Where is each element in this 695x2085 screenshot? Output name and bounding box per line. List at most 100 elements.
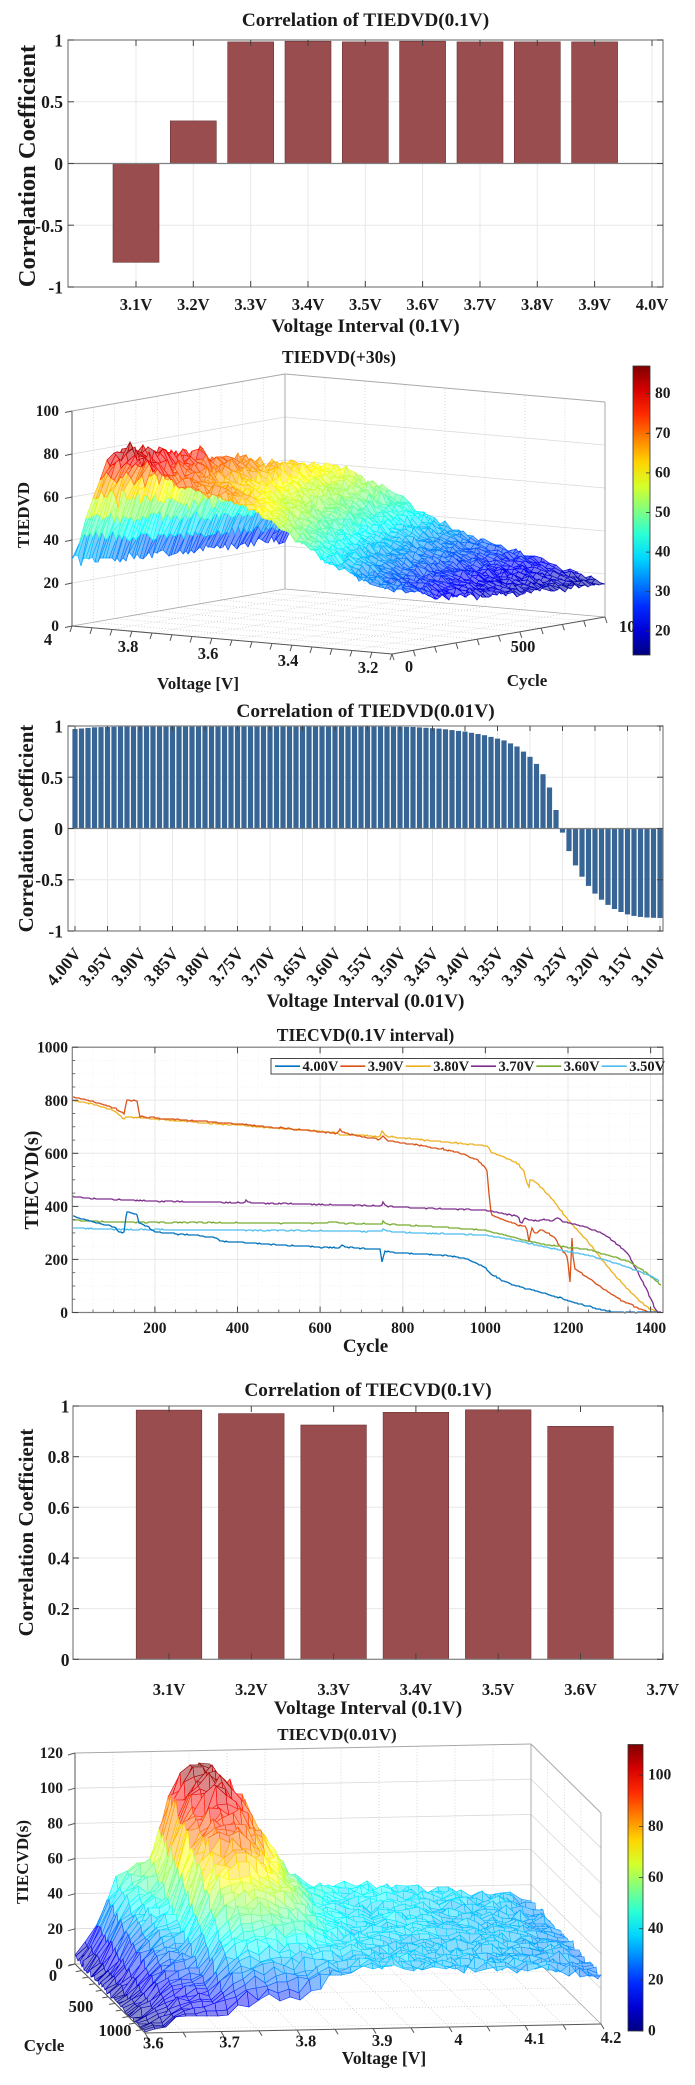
svg-text:3.6V: 3.6V <box>564 1680 597 1699</box>
svg-text:60: 60 <box>648 1869 664 1886</box>
svg-text:-0.5: -0.5 <box>35 216 63 236</box>
svg-text:40: 40 <box>48 1886 64 1903</box>
svg-text:3.4V: 3.4V <box>400 1680 433 1699</box>
svg-text:3.5V: 3.5V <box>349 295 382 314</box>
svg-text:60: 60 <box>655 464 671 481</box>
svg-text:-0.5: -0.5 <box>35 870 63 890</box>
svg-text:Voltage [V]: Voltage [V] <box>342 2048 426 2068</box>
svg-text:0.8: 0.8 <box>48 1447 70 1467</box>
svg-text:TIECVD(s): TIECVD(s) <box>13 1820 32 1904</box>
svg-text:70: 70 <box>655 425 671 442</box>
svg-text:Correlation of TIECVD(0.1V): Correlation of TIECVD(0.1V) <box>244 1380 491 1401</box>
svg-text:Cycle: Cycle <box>24 2036 65 2055</box>
svg-text:3.4: 3.4 <box>278 651 299 670</box>
svg-text:120: 120 <box>40 1745 64 1762</box>
svg-text:3.2V: 3.2V <box>177 295 210 314</box>
svg-text:3.1V: 3.1V <box>120 295 153 314</box>
svg-text:0: 0 <box>60 1305 68 1322</box>
svg-text:0: 0 <box>51 618 59 635</box>
svg-text:3.2: 3.2 <box>358 658 379 677</box>
svg-text:TIECVD(0.01V): TIECVD(0.01V) <box>277 1725 396 1744</box>
svg-text:4.00V: 4.00V <box>303 1059 339 1075</box>
svg-text:60: 60 <box>48 1851 64 1868</box>
svg-text:100: 100 <box>36 403 60 420</box>
svg-text:3.8V: 3.8V <box>521 295 554 314</box>
svg-text:1000: 1000 <box>37 1040 68 1057</box>
svg-text:500: 500 <box>511 637 536 656</box>
svg-text:400: 400 <box>45 1199 69 1216</box>
svg-text:20: 20 <box>655 623 671 640</box>
svg-text:600: 600 <box>45 1146 69 1163</box>
svg-text:0.5: 0.5 <box>41 92 63 112</box>
svg-text:4.2: 4.2 <box>601 2028 622 2047</box>
svg-text:3.3V: 3.3V <box>317 1680 350 1699</box>
svg-text:0: 0 <box>405 657 413 676</box>
svg-text:1: 1 <box>54 31 63 51</box>
svg-text:3.50V: 3.50V <box>629 1059 665 1075</box>
svg-text:Correlation Coefficient: Correlation Coefficient <box>14 1429 38 1637</box>
svg-text:-1: -1 <box>48 278 63 298</box>
svg-text:3.2V: 3.2V <box>235 1680 268 1699</box>
svg-text:0.4: 0.4 <box>48 1549 70 1569</box>
svg-text:40: 40 <box>655 544 671 561</box>
svg-text:3.3V: 3.3V <box>234 295 267 314</box>
svg-text:3.1V: 3.1V <box>153 1680 186 1699</box>
svg-text:0: 0 <box>54 154 63 174</box>
svg-text:Correlation of TIEDVD(0.1V): Correlation of TIEDVD(0.1V) <box>242 10 489 31</box>
svg-text:3.60V: 3.60V <box>564 1059 600 1075</box>
svg-text:400: 400 <box>226 1320 250 1337</box>
svg-text:500: 500 <box>69 1997 94 2016</box>
svg-text:20: 20 <box>44 575 60 592</box>
svg-text:4.1: 4.1 <box>524 2029 545 2048</box>
svg-text:-1: -1 <box>48 922 63 942</box>
svg-text:3.80V: 3.80V <box>433 1059 469 1075</box>
svg-text:30: 30 <box>655 583 671 600</box>
svg-text:3.4V: 3.4V <box>292 295 325 314</box>
svg-text:0.5: 0.5 <box>41 768 63 788</box>
svg-text:4: 4 <box>44 630 52 649</box>
svg-text:3.6: 3.6 <box>198 644 219 663</box>
svg-text:80: 80 <box>655 385 671 402</box>
svg-text:800: 800 <box>45 1093 69 1110</box>
svg-text:80: 80 <box>648 1818 664 1835</box>
svg-text:50: 50 <box>655 504 671 521</box>
svg-text:Voltage Interval (0.01V): Voltage Interval (0.01V) <box>267 991 465 1012</box>
svg-text:3.9V: 3.9V <box>578 295 611 314</box>
svg-text:3.6V: 3.6V <box>406 295 439 314</box>
svg-text:200: 200 <box>45 1252 69 1269</box>
svg-text:4: 4 <box>454 2030 462 2049</box>
svg-text:Correlation of TIEDVD(0.01V): Correlation of TIEDVD(0.01V) <box>236 701 494 722</box>
svg-text:3.7V: 3.7V <box>464 295 497 314</box>
svg-text:Cycle: Cycle <box>507 671 548 690</box>
svg-text:Correlation Coefficient: Correlation Coefficient <box>14 44 41 287</box>
svg-text:100: 100 <box>648 1767 672 1784</box>
svg-text:1200: 1200 <box>553 1320 584 1337</box>
svg-text:60: 60 <box>44 489 60 506</box>
svg-text:Voltage Interval (0.1V): Voltage Interval (0.1V) <box>274 1698 462 1719</box>
svg-text:1: 1 <box>54 717 63 737</box>
svg-text:4.0V: 4.0V <box>636 295 669 314</box>
svg-text:0: 0 <box>648 2023 656 2040</box>
svg-text:0.2: 0.2 <box>48 1599 70 1619</box>
svg-text:80: 80 <box>44 446 60 463</box>
svg-text:TIECVD(s): TIECVD(s) <box>21 1131 43 1230</box>
svg-text:Voltage [V]: Voltage [V] <box>157 674 239 693</box>
svg-text:3.70V: 3.70V <box>499 1059 535 1075</box>
svg-text:800: 800 <box>391 1320 415 1337</box>
svg-text:1000: 1000 <box>99 2021 132 2040</box>
svg-text:40: 40 <box>44 532 60 549</box>
svg-text:3.7V: 3.7V <box>647 1680 680 1699</box>
svg-text:TIECVD(0.1V interval): TIECVD(0.1V interval) <box>277 1025 455 1045</box>
svg-text:3.6: 3.6 <box>143 2034 164 2053</box>
svg-text:0: 0 <box>55 1956 63 1973</box>
svg-text:20: 20 <box>648 1971 664 1988</box>
svg-text:1: 1 <box>61 1397 70 1417</box>
svg-text:TIEDVD: TIEDVD <box>14 482 33 548</box>
svg-text:40: 40 <box>648 1920 664 1937</box>
svg-text:3.7: 3.7 <box>219 2033 240 2052</box>
svg-text:3.9: 3.9 <box>372 2031 393 2050</box>
svg-text:0: 0 <box>49 1966 57 1985</box>
svg-text:3.5V: 3.5V <box>482 1680 515 1699</box>
svg-text:80: 80 <box>48 1815 64 1832</box>
svg-text:3.8: 3.8 <box>296 2032 317 2051</box>
